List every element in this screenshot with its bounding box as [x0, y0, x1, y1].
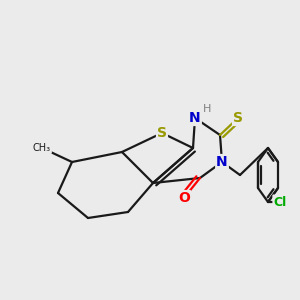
Text: N: N	[189, 111, 201, 125]
Text: O: O	[178, 191, 190, 205]
Text: S: S	[233, 111, 243, 125]
Text: N: N	[216, 155, 228, 169]
Text: S: S	[157, 126, 167, 140]
Text: H: H	[203, 104, 211, 114]
Text: Cl: Cl	[273, 196, 286, 208]
Text: CH₃: CH₃	[33, 143, 51, 153]
